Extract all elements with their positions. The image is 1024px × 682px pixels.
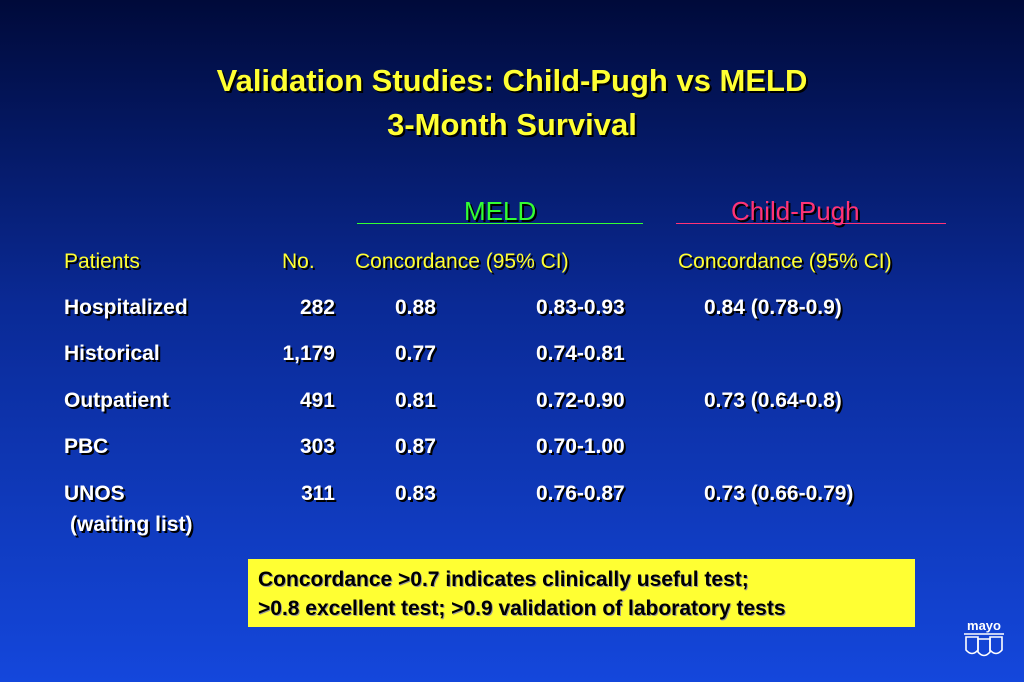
row-outpatient-no: 491 (299, 389, 335, 412)
child-pugh-group-rule (676, 223, 946, 224)
row-hospitalized-child-pugh: 0.84 (0.78-0.9) (704, 296, 842, 319)
row-outpatient-meld-value: 0.81 (395, 389, 436, 412)
row-historical-meld-ci: 0.74-0.81 (536, 342, 625, 365)
mayo-shields-logo-icon (964, 633, 1004, 657)
row-outpatient-child-pugh: 0.73 (0.64-0.8) (704, 389, 842, 412)
row-historical-meld-value: 0.77 (395, 342, 436, 365)
row-hospitalized-no: 282 (299, 296, 335, 319)
row-unos-meld-value: 0.83 (395, 482, 436, 505)
row-pbc-patients: PBC (64, 435, 109, 458)
row-hospitalized-patients: Hospitalized (64, 296, 188, 319)
child-pugh-group-header: Child-Pugh (731, 196, 860, 226)
header-patients: Patients (64, 250, 140, 273)
meld-group-header: MELD (464, 196, 537, 226)
row-historical-patients: Historical (64, 342, 160, 365)
slide-title-line1: Validation Studies: Child-Pugh vs MELD (216, 63, 808, 98)
row-unos-child-pugh: 0.73 (0.66-0.79) (704, 482, 854, 505)
concordance-note-box: Concordance >0.7 indicates clinically us… (248, 559, 915, 627)
row-historical-no: 1,179 (282, 342, 335, 365)
note-line-1: Concordance >0.7 indicates clinically us… (258, 568, 749, 591)
header-meld-concordance: Concordance (95% CI) (355, 250, 569, 273)
row-pbc-meld-ci: 0.70-1.00 (536, 435, 625, 458)
mayo-logo: mayo (960, 618, 1008, 666)
row-unos-patients: UNOS (64, 482, 125, 505)
meld-group-rule (357, 223, 643, 224)
row-unos-no: 311 (301, 482, 335, 505)
row-unos-meld-ci: 0.76-0.87 (536, 482, 625, 505)
row-pbc-meld-value: 0.87 (395, 435, 436, 458)
row-hospitalized-meld-ci: 0.83-0.93 (536, 296, 625, 319)
header-cp-concordance: Concordance (95% CI) (678, 250, 892, 273)
slide-title-line2: 3-Month Survival (387, 107, 637, 142)
row-unos-patients-sub: (waiting list) (70, 513, 193, 536)
row-outpatient-meld-ci: 0.72-0.90 (536, 389, 625, 412)
row-hospitalized-meld-value: 0.88 (395, 296, 436, 319)
row-pbc-no: 303 (299, 435, 335, 458)
row-outpatient-patients: Outpatient (64, 389, 169, 412)
note-line-2: >0.8 excellent test; >0.9 validation of … (258, 597, 786, 620)
header-no: No. (282, 250, 315, 273)
mayo-logo-text: mayo (967, 618, 1001, 633)
